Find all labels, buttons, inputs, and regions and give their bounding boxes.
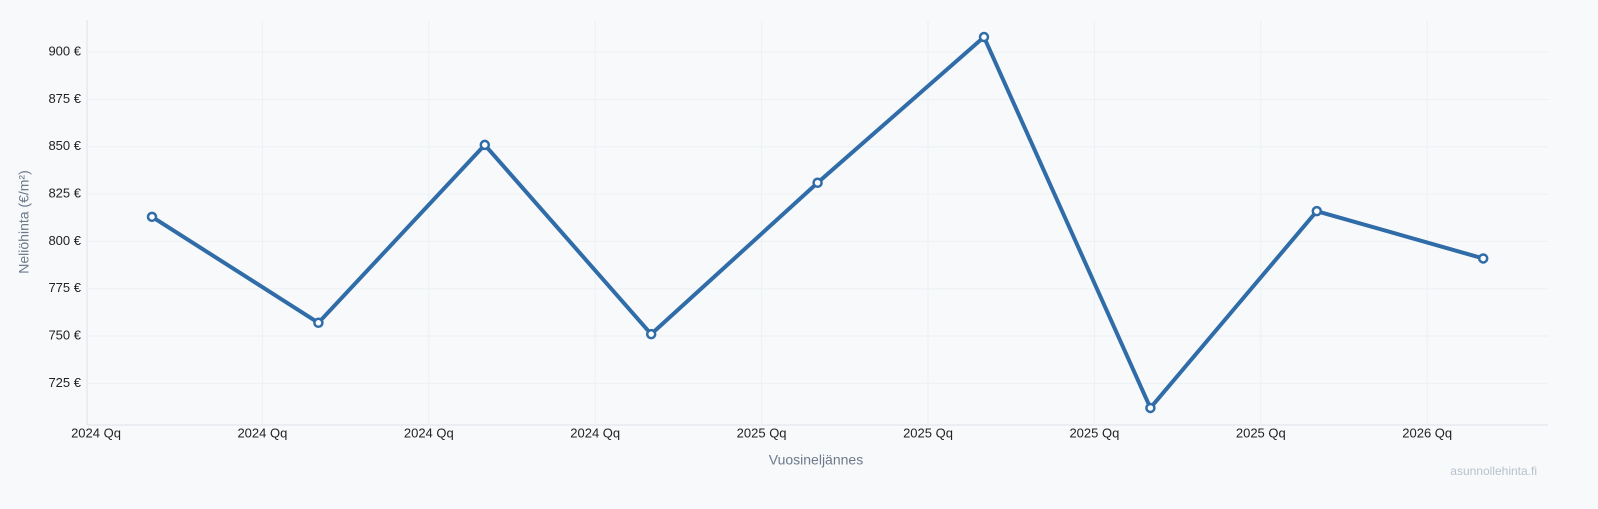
y-axis-title: Neliöhinta (€/m²): [16, 170, 32, 273]
x-tick-label: 2024 Qq: [237, 425, 287, 440]
point: [479, 139, 491, 151]
x-tick-label: 2024 Qq: [570, 425, 620, 440]
point: [812, 177, 823, 189]
y-tick-label: 850 €: [48, 138, 81, 153]
y-tick-label: 825 €: [48, 186, 81, 201]
x-tick-label: 2025 Qq: [1069, 425, 1119, 440]
y-tick-label: 875 €: [48, 91, 81, 106]
y-tick-label: 775 €: [48, 280, 81, 295]
x-tick-label: 2024 Qq: [71, 425, 121, 440]
point: [146, 211, 158, 223]
x-tick-label: 2026 Qq: [1402, 425, 1452, 440]
point: [645, 328, 657, 340]
y-tick-label: 800 €: [48, 233, 81, 248]
x-tick-label: 2024 Qq: [404, 425, 454, 440]
watermark: asunnollehinta.fi: [1450, 464, 1537, 478]
point: [1145, 402, 1156, 414]
y-tick-label: 725 €: [48, 375, 81, 390]
x-tick-label: 2025 Qq: [1236, 425, 1286, 440]
y-tick-label: 900 €: [48, 44, 81, 59]
point: [313, 317, 324, 329]
y-tick-label: 750 €: [48, 327, 81, 342]
x-tick-label: 2025 Qq: [737, 425, 787, 440]
x-axis-title: Vuosineljännes: [769, 452, 863, 468]
point: [1311, 205, 1323, 217]
point: [1477, 253, 1489, 264]
x-tick-label: 2025 Qq: [903, 425, 953, 440]
point: [978, 31, 990, 43]
